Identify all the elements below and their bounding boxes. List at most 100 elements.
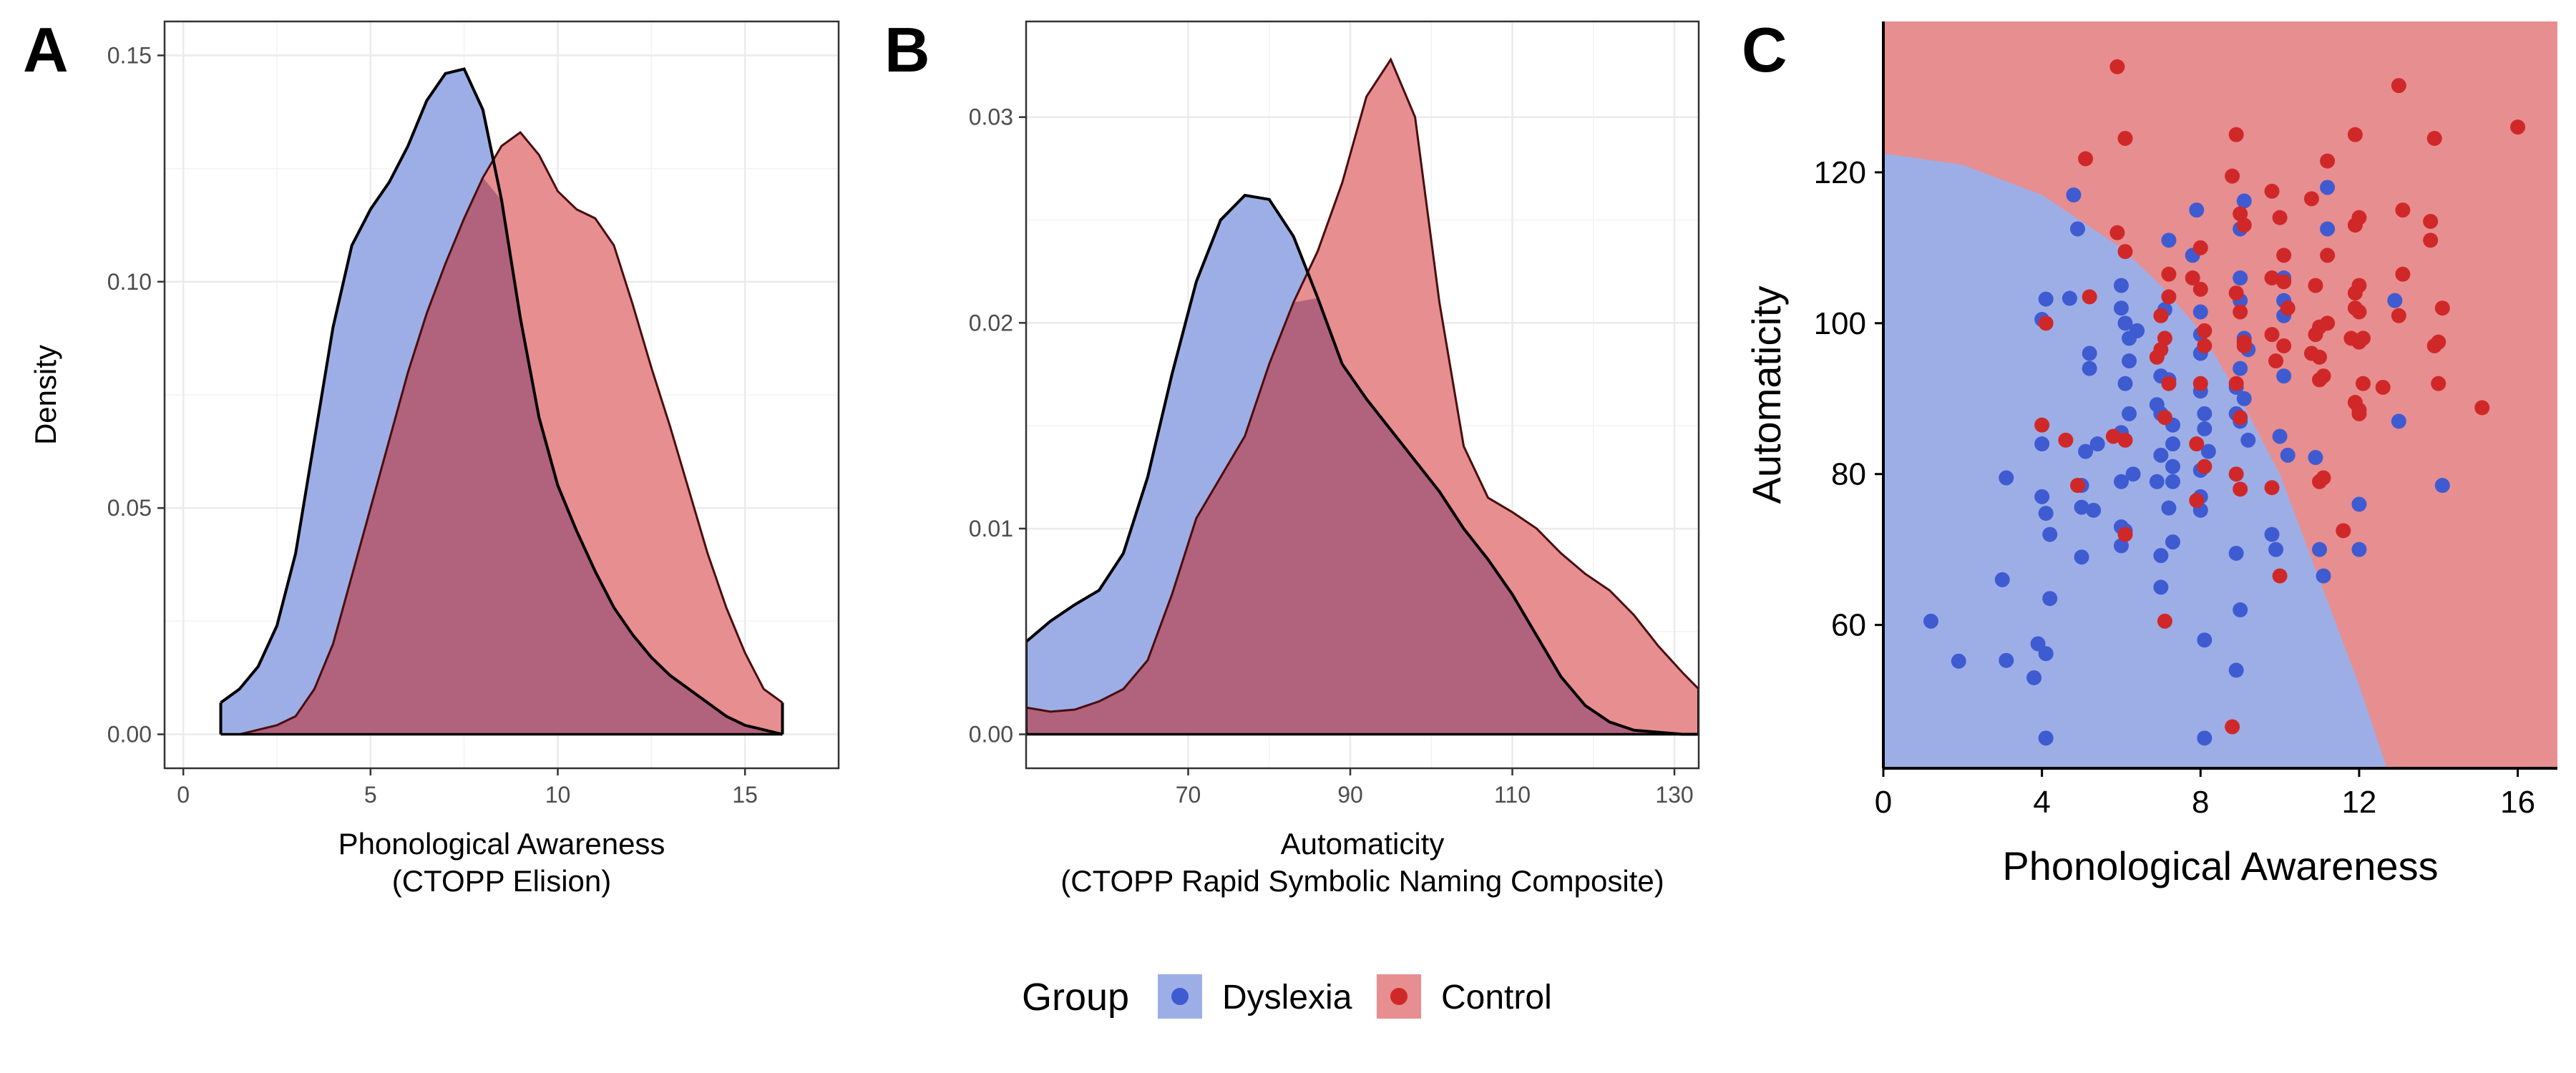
point-control xyxy=(2395,266,2411,282)
point-dyslexia xyxy=(2078,444,2094,459)
point-control xyxy=(2308,278,2323,293)
panel-a-density-areas xyxy=(219,67,784,736)
point-control xyxy=(2038,315,2054,331)
panel-b-ytick-label: 0.03 xyxy=(969,104,1013,130)
point-control xyxy=(2355,376,2371,391)
panel-b-ytick-label: 0.02 xyxy=(969,310,1013,335)
panel-b-ticks: 70 90 110 130 0.00 0.01 0.02 0.03 xyxy=(969,104,1694,808)
point-dyslexia xyxy=(2125,466,2141,482)
point-dyslexia xyxy=(2034,436,2050,452)
point-dyslexia xyxy=(2113,278,2129,293)
point-dyslexia xyxy=(2066,187,2082,203)
point-dyslexia xyxy=(2089,436,2105,452)
point-control xyxy=(2264,327,2280,343)
point-dyslexia xyxy=(2320,180,2336,195)
panel-a: A 0 5 10 15 0.00 0.05 0.10 0.15 Phonological Aw… xyxy=(23,14,840,898)
point-dyslexia xyxy=(2236,193,2252,209)
point-control xyxy=(2395,202,2411,218)
point-control xyxy=(2276,338,2292,353)
point-dyslexia xyxy=(2165,459,2181,474)
point-control xyxy=(2316,470,2331,486)
panel-b-letter: B xyxy=(884,14,930,85)
legend-title: Group xyxy=(1022,976,1129,1019)
panel-a-xtick-label: 15 xyxy=(732,782,758,808)
point-control xyxy=(2347,300,2363,316)
point-control xyxy=(2034,417,2050,433)
point-dyslexia xyxy=(2387,293,2403,308)
panel-c-points xyxy=(1923,59,2526,746)
point-control xyxy=(2157,330,2172,346)
point-control xyxy=(2192,376,2208,391)
point-control xyxy=(2117,130,2133,146)
point-dyslexia xyxy=(2149,474,2165,489)
point-dyslexia xyxy=(2233,270,2248,286)
point-control xyxy=(2303,191,2319,207)
panel-a-xtick-label: 0 xyxy=(177,782,190,808)
point-dyslexia xyxy=(2149,397,2165,413)
point-control xyxy=(2474,400,2490,416)
point-control xyxy=(2105,428,2121,444)
panel-c-xlabel: Phonological Awareness xyxy=(2002,843,2438,888)
point-dyslexia xyxy=(2038,506,2054,521)
panel-a-xlabel-line2: (CTOPP Elision) xyxy=(392,864,612,898)
panel-c-ytick-label: 80 xyxy=(1831,457,1866,492)
panel-c-ytick-label: 100 xyxy=(1814,306,1866,341)
point-control xyxy=(2423,213,2439,229)
point-dyslexia xyxy=(2038,730,2054,746)
point-control xyxy=(2161,289,2177,305)
point-control xyxy=(2391,78,2406,94)
point-control xyxy=(2109,59,2125,74)
panel-b-ytick-label: 0.00 xyxy=(969,722,1013,748)
point-control xyxy=(2189,493,2205,509)
panel-b-xtick-label: 70 xyxy=(1176,782,1201,808)
point-dyslexia xyxy=(2264,526,2280,542)
panel-a-frame xyxy=(163,20,840,770)
point-control xyxy=(2228,376,2244,391)
point-dyslexia xyxy=(2153,447,2169,463)
point-dyslexia xyxy=(2042,526,2058,542)
panel-b-xlabel-line2: (CTOPP Rapid Symbolic Naming Composite) xyxy=(1060,864,1664,898)
point-control xyxy=(2197,323,2212,338)
point-dyslexia xyxy=(2189,202,2205,218)
point-control xyxy=(2347,127,2363,142)
point-control xyxy=(2268,353,2284,369)
panel-c-xtick-label: 12 xyxy=(2341,785,2376,820)
point-dyslexia xyxy=(2129,323,2145,338)
point-control xyxy=(2078,151,2094,167)
panel-c: C 0 4 8 12 16 60 80 100 120 Phonological Awarene… xyxy=(1742,14,2557,888)
point-control xyxy=(2228,285,2244,301)
point-control xyxy=(2192,240,2208,255)
point-control xyxy=(2161,376,2177,391)
point-dyslexia xyxy=(2228,545,2244,561)
point-dyslexia xyxy=(2113,538,2129,554)
point-control xyxy=(2426,130,2442,146)
panel-b-area-overlap xyxy=(1026,298,1699,735)
panel-b-line-control xyxy=(1026,57,1699,713)
point-dyslexia xyxy=(2197,730,2212,746)
point-control xyxy=(2233,410,2248,426)
legend: Group Dyslexia Control xyxy=(1022,974,1552,1019)
point-control xyxy=(2320,153,2336,169)
panel-c-dyslexia-region xyxy=(1883,153,2387,768)
panel-a-ytick-label: 0.15 xyxy=(107,42,152,68)
point-control xyxy=(2082,289,2097,305)
panel-b: B 70 90 110 130 0.00 0.01 0.02 0.03 Automaticit… xyxy=(884,14,1700,898)
panel-c-ylabel: Automaticity xyxy=(1744,286,1789,504)
panel-b-density-areas xyxy=(1026,57,1699,736)
point-dyslexia xyxy=(2197,421,2212,436)
legend-label-control: Control xyxy=(1441,979,1552,1016)
point-dyslexia xyxy=(2197,406,2212,421)
point-dyslexia xyxy=(2312,542,2328,557)
point-dyslexia xyxy=(2042,591,2058,607)
legend-dot-control xyxy=(1390,988,1407,1005)
point-dyslexia xyxy=(1994,572,2010,587)
panel-a-areas-clip xyxy=(219,67,784,736)
point-control xyxy=(2276,248,2292,263)
point-control xyxy=(2510,119,2526,135)
point-control xyxy=(2312,349,2328,365)
point-control xyxy=(2264,480,2280,496)
point-control xyxy=(2355,330,2371,346)
point-dyslexia xyxy=(2308,450,2323,466)
point-dyslexia xyxy=(2122,406,2137,421)
point-control xyxy=(2228,466,2244,482)
